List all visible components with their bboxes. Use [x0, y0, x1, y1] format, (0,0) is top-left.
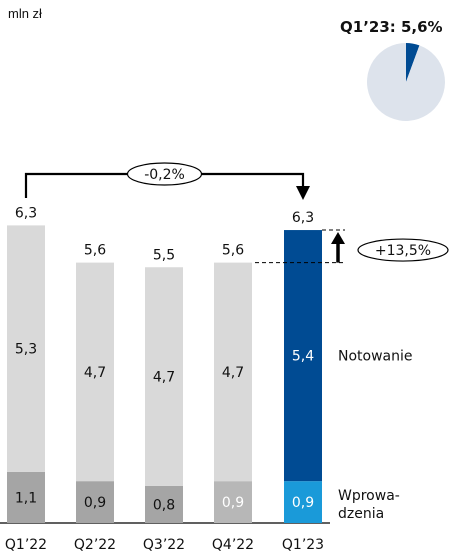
legend-wprowadzenia: Wprowa-	[338, 488, 400, 504]
bar-segment-wprowadzenia	[76, 481, 114, 523]
data-label: 1,1	[15, 490, 37, 506]
growth-arrow-head	[331, 232, 345, 245]
qoq-change-label: +13,5%	[375, 243, 431, 259]
bar-segment-notowanie	[284, 230, 322, 482]
total-label: 6,3	[15, 205, 37, 221]
bar-segment-wprowadzenia	[214, 481, 252, 523]
bar-segment-wprowadzenia	[284, 481, 322, 523]
yoy-badge	[126, 162, 203, 186]
bar-segment-wprowadzenia	[7, 471, 45, 523]
total-label: 5,6	[84, 243, 106, 259]
bar-segment-wprowadzenia	[145, 485, 183, 523]
total-label: 5,6	[222, 243, 244, 259]
bar-segment-notowanie	[76, 262, 114, 482]
data-label: 5,3	[15, 342, 37, 358]
unit-label: mln zł	[8, 6, 42, 21]
legend-notowanie: Notowanie	[338, 349, 413, 365]
data-label: 0,9	[222, 495, 244, 511]
bar-segment-notowanie	[145, 267, 183, 486]
category-label: Q1’23	[282, 537, 324, 553]
data-label: 0,8	[153, 497, 175, 513]
category-label: Q2’22	[74, 537, 116, 553]
data-label: 0,9	[84, 495, 106, 511]
data-label: 0,9	[292, 495, 314, 511]
bar-segment-notowanie	[214, 262, 252, 482]
pie-slice-rest	[367, 43, 445, 121]
category-label: Q3’22	[143, 537, 185, 553]
legend-wprowadzenia: dzenia	[338, 506, 384, 522]
data-label: 4,7	[84, 365, 106, 381]
category-label: Q1’22	[5, 537, 47, 553]
category-label: Q4’22	[212, 537, 254, 553]
data-label: 5,4	[292, 349, 314, 365]
yoy-arrow-head	[296, 186, 310, 201]
total-label: 5,5	[153, 247, 175, 263]
pie-slice-highlight	[406, 43, 420, 82]
total-label: 6,3	[292, 210, 314, 226]
data-label: 4,7	[222, 365, 244, 381]
pie-title: Q1’23: 5,6%	[340, 18, 443, 36]
yoy-change-label: -0,2%	[144, 167, 185, 183]
data-label: 4,7	[153, 370, 175, 386]
qoq-badge	[357, 238, 449, 262]
bar-segment-notowanie	[7, 225, 45, 472]
